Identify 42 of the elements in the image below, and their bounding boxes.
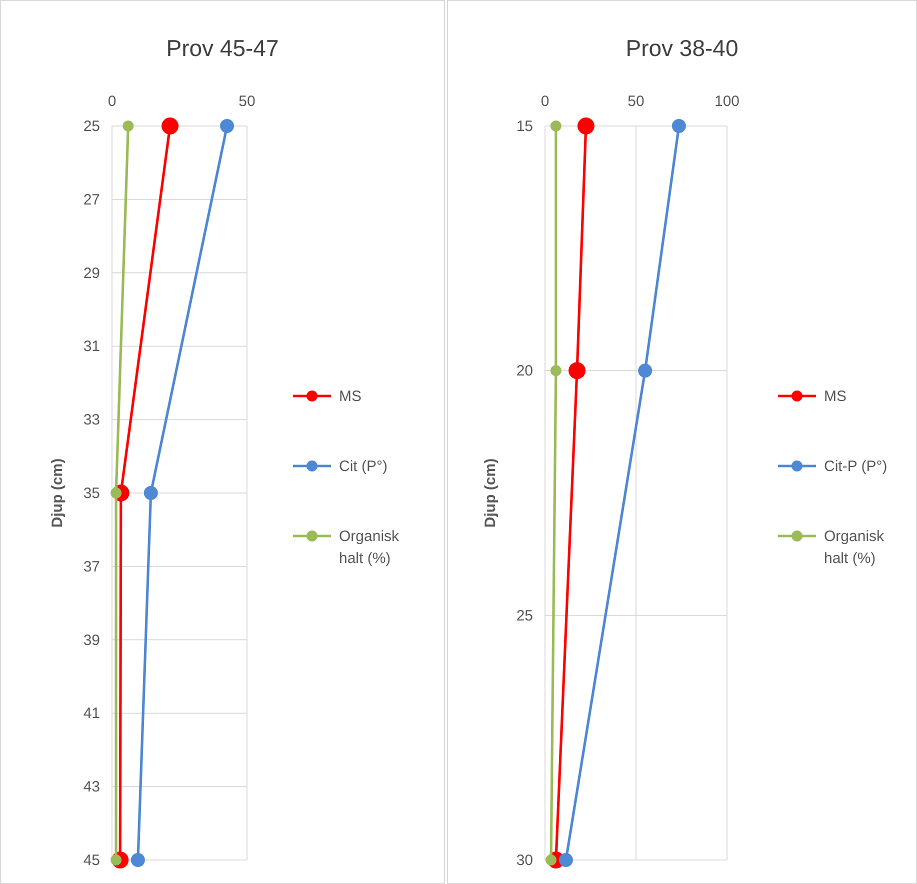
y-tick-label: 25	[83, 118, 100, 135]
point	[550, 120, 562, 132]
legend-label: Cit-P (P°)	[824, 458, 888, 475]
legend-label: Cit (P°)	[339, 458, 388, 475]
y-axis-title: Djup (cm)	[482, 458, 499, 528]
y-tick-label: 30	[516, 852, 533, 869]
y-tick-label: 37	[83, 558, 100, 576]
y-tick-label: 41	[83, 705, 100, 722]
x-tick-label: 100	[714, 93, 740, 110]
x-tick-label: 50	[628, 93, 644, 110]
point	[558, 853, 573, 867]
x-tick-label: 0	[108, 93, 116, 110]
y-tick-label: 20	[516, 362, 533, 380]
x-tick-label: 0	[540, 93, 550, 110]
y-tick-label: 27	[83, 191, 100, 208]
y-tick-label: 45	[83, 852, 100, 869]
point	[550, 365, 562, 376]
y-tick-label: 25	[516, 607, 533, 624]
chart-title: Prov 45-47	[166, 35, 279, 61]
point	[130, 853, 145, 867]
point	[122, 120, 134, 132]
chart-title: Prov 38-40	[626, 35, 738, 61]
y-tick-label: 35	[83, 485, 100, 502]
point	[220, 119, 234, 133]
point	[162, 118, 179, 134]
legend-label: Organisk halt (%)	[824, 528, 885, 567]
legend-label: MS	[824, 388, 846, 405]
y-tick-label: 43	[83, 778, 100, 796]
y-tick-label: 39	[83, 632, 100, 649]
point	[638, 364, 652, 378]
legend-label: MS	[339, 388, 362, 405]
y-tick-label: 31	[83, 338, 100, 356]
y-tick-label: 33	[83, 412, 100, 429]
y-axis-title: Djup (cm)	[49, 458, 66, 528]
point	[144, 486, 158, 500]
y-tick-label: 29	[83, 264, 100, 282]
point	[568, 362, 586, 380]
point	[577, 118, 594, 134]
legend-label: Organisk halt (%)	[339, 528, 400, 567]
point	[672, 119, 686, 133]
y-tick-label: 15	[516, 118, 533, 135]
x-tick-label: 50	[238, 93, 256, 110]
